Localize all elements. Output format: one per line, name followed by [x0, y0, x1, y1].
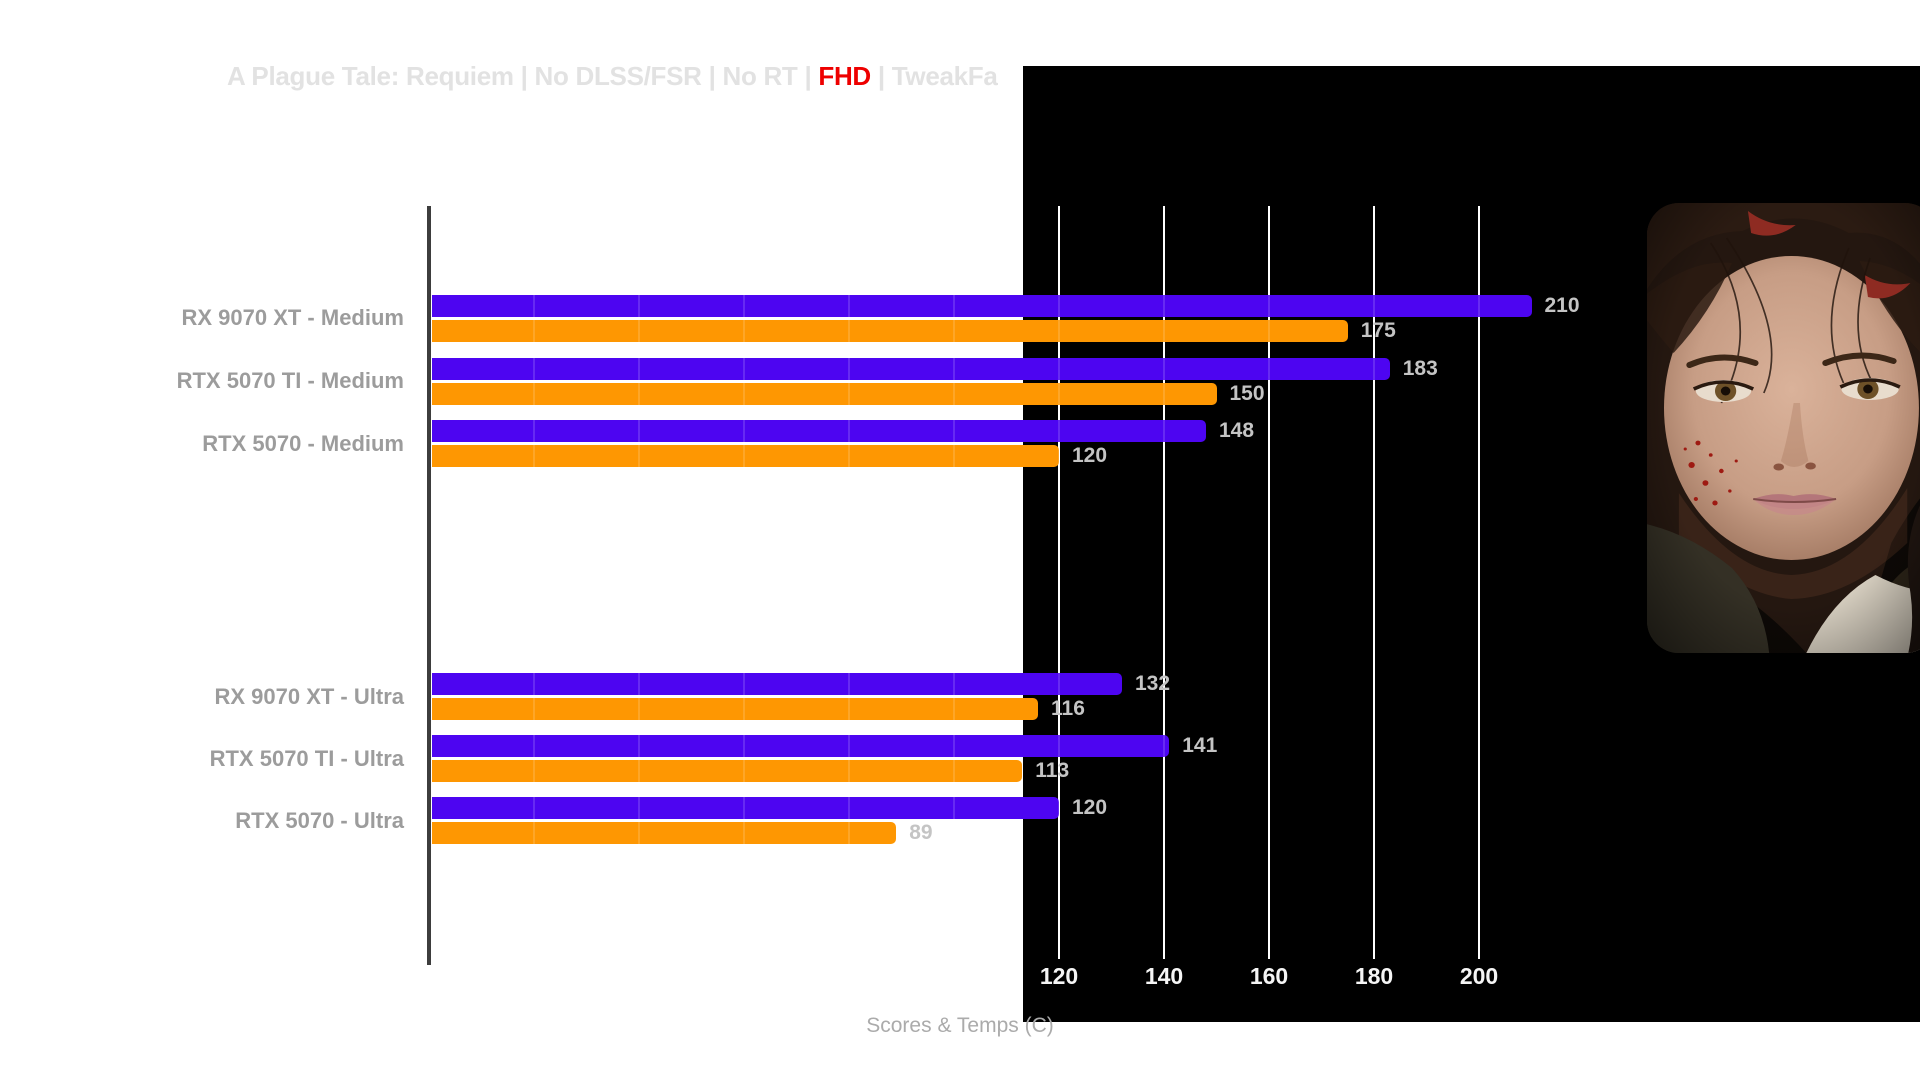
x-axis-title: Scores & Temps (C): [866, 1014, 1054, 1037]
value-label: 120: [1072, 444, 1108, 467]
category-label: RTX 5070 TI - Medium: [176, 368, 404, 393]
orange-series-bar: [432, 319, 1348, 342]
chart-title-prefix: A Plague Tale: Requiem | No DLSS/FSR | N…: [227, 61, 812, 91]
gridline-overlay: [743, 206, 745, 945]
gridline: [1058, 206, 1060, 945]
gridline: [638, 206, 640, 945]
gridline-overlay: [1373, 206, 1375, 945]
gridline: [533, 206, 535, 945]
x-axis-tick-label: 120: [1039, 963, 1079, 989]
category-label: RX 9070 XT - Medium: [181, 305, 404, 330]
purple-series-bar: [432, 673, 1122, 695]
category-label: RX 9070 XT - Ultra: [214, 683, 404, 709]
gridline-overlay: [953, 206, 955, 945]
orange-series-bar: [432, 760, 1023, 782]
x-axis-tick: [1268, 945, 1270, 959]
value-label: 89: [909, 821, 933, 844]
x-axis-tick-label: 180: [1354, 963, 1394, 989]
value-label: 141: [1182, 734, 1218, 757]
orange-series-bar: [432, 382, 1217, 405]
value-label: 148: [1219, 419, 1255, 442]
orange-series-bar: [432, 445, 1059, 467]
purple-series-bar: [432, 735, 1170, 757]
purple-series-bar: [432, 420, 1206, 442]
y-axis-line: [427, 206, 431, 965]
x-axis-tick-label: 140: [1144, 963, 1184, 989]
value-label: 120: [1072, 796, 1108, 819]
x-axis-tick: [1478, 945, 1480, 959]
gridline: [743, 206, 745, 945]
chart-title-suffix: | TweakFa: [877, 61, 998, 91]
x-axis-tick-label: 160: [1249, 963, 1289, 989]
gridline-overlay: [1058, 206, 1060, 945]
gridline: [1163, 206, 1165, 945]
gridline-overlay: [1163, 206, 1165, 945]
gridline-overlay: [638, 206, 640, 945]
gridline-overlay: [1268, 206, 1270, 945]
orange-series-bar: [432, 822, 897, 844]
value-label: 183: [1402, 356, 1438, 380]
gridline-overlay: [848, 206, 850, 945]
gridline: [1268, 206, 1270, 945]
value-label: 132: [1135, 672, 1171, 695]
value-label: 175: [1360, 318, 1396, 342]
chart-title-fhd: FHD: [818, 61, 871, 91]
gridline: [1478, 206, 1480, 945]
purple-series-bar: [432, 357, 1390, 380]
gridline-overlay: [533, 206, 535, 945]
value-label: 210: [1544, 293, 1580, 317]
category-label: RTX 5070 TI - Ultra: [209, 745, 404, 771]
x-axis-tick: [1373, 945, 1375, 959]
portrait-image: [1647, 203, 1920, 653]
value-label: 116: [1051, 697, 1085, 720]
gridline: [1373, 206, 1375, 945]
gridline-overlay: [1478, 206, 1480, 945]
category-label: RTX 5070 - Ultra: [235, 807, 404, 833]
x-axis-tick-label: 200: [1459, 963, 1499, 989]
x-axis-tick: [1058, 945, 1060, 959]
value-label: 113: [1035, 759, 1070, 782]
gridline: [848, 206, 850, 945]
x-axis-tick: [1163, 945, 1165, 959]
category-label: RTX 5070 - Medium: [202, 430, 404, 456]
chart-title: A Plague Tale: Requiem | No DLSS/FSR | N…: [227, 60, 998, 92]
value-label: 150: [1229, 381, 1265, 405]
purple-series-bar: [432, 797, 1059, 819]
purple-series-bar: [432, 294, 1532, 317]
orange-series-bar: [432, 698, 1038, 720]
gridline: [953, 206, 955, 945]
portrait-art: [1647, 203, 1920, 653]
